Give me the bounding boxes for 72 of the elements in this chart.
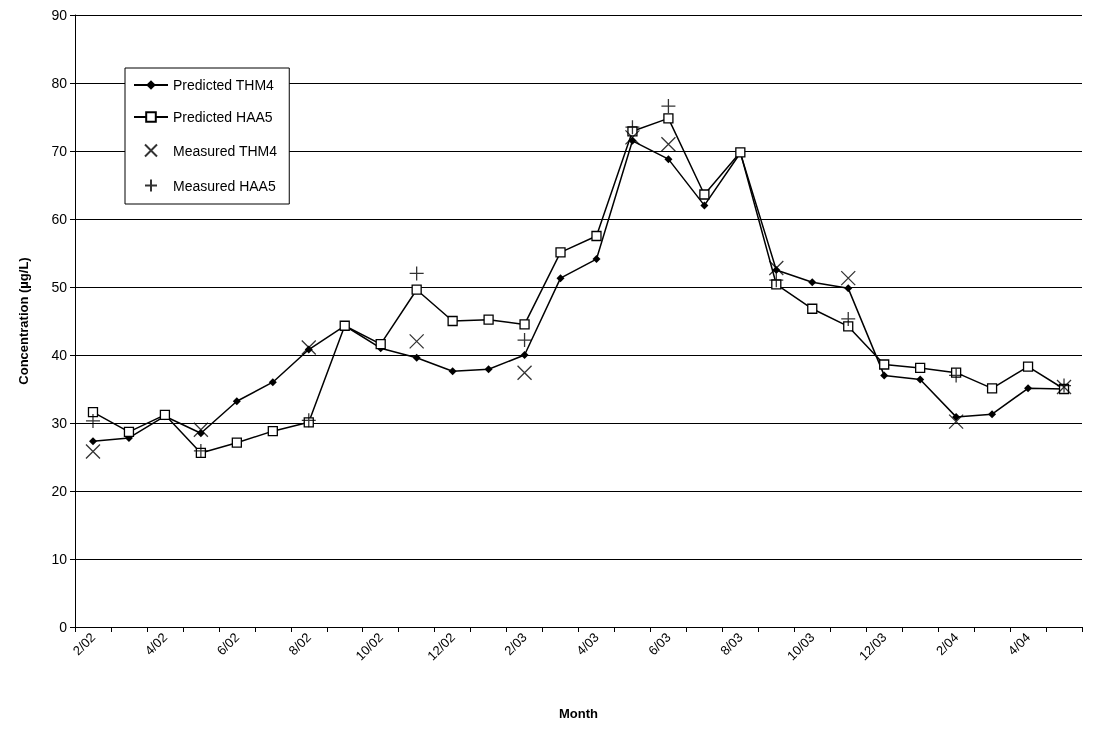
legend-label: Measured HAA5 [173,177,276,194]
point [231,437,242,448]
point [808,278,817,287]
point [1022,361,1034,372]
point [87,406,99,418]
point [519,319,530,330]
point [840,270,856,286]
point [268,378,277,387]
legend-label: Measured THM4 [173,142,278,159]
point [700,201,709,210]
y-tick-label: 60 [51,211,68,227]
point [411,284,422,295]
y-tick-label: 30 [51,415,68,431]
y-axis-title: Concentration (µg/L) [16,257,31,385]
point [556,274,565,283]
point [660,98,677,114]
point [807,303,818,314]
point [988,410,997,419]
point [447,315,458,327]
y-tick-label: 0 [59,619,68,635]
point [591,230,602,242]
y-tick-label: 90 [51,7,68,23]
y-tick-label: 70 [51,143,68,159]
point [592,255,601,264]
legend-label: Predicted HAA5 [173,109,273,125]
x-tick-label: 8/02 [285,629,315,659]
point [520,351,529,359]
x-tick-label: 4/03 [573,629,602,659]
x-tick-label: 6/03 [645,629,674,659]
point [663,113,674,124]
point [768,260,784,276]
point [915,362,926,374]
point [409,333,425,350]
x-axis-title: Month [559,706,599,721]
point [484,365,493,374]
y-tick-label: 10 [51,551,68,567]
x-tick-label: 8/03 [717,629,746,659]
point [193,422,209,438]
point [375,338,386,350]
point [664,155,673,164]
point [412,353,421,362]
point [267,426,278,437]
point [880,371,889,380]
point [916,375,925,384]
point [843,321,854,332]
y-tick-label: 80 [51,75,68,91]
point [844,284,853,293]
point [123,426,135,437]
point [879,359,890,370]
point [85,443,101,460]
y-tick-label: 40 [51,347,68,363]
point [624,129,641,146]
point [232,397,241,406]
x-tick-label: 4/04 [1004,629,1034,659]
y-tick-label: 50 [51,279,68,295]
point [448,367,457,376]
point [986,383,998,394]
point [624,119,641,135]
point [1024,384,1033,393]
point [660,136,677,152]
point [483,314,494,325]
x-tick-label: 6/02 [213,629,243,659]
point [301,339,317,356]
x-tick-label: 4/02 [141,629,171,659]
point [88,437,97,446]
point [555,247,566,258]
legend-label: Predicted THM4 [173,77,275,93]
point [516,365,533,381]
point [948,413,964,430]
point [516,332,533,348]
point [699,189,710,200]
y-tick-label: 20 [51,483,68,499]
